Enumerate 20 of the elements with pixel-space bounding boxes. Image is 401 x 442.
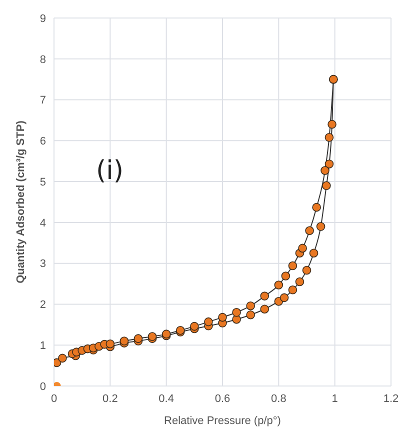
- x-tick-label: 0.8: [271, 392, 286, 405]
- annotation: (i): [96, 156, 124, 186]
- y-tick-label: 0: [40, 380, 46, 393]
- x-tick-label: 0.4: [158, 392, 174, 405]
- y-tick-label: 6: [40, 136, 46, 148]
- y-tick-label: 7: [40, 94, 46, 107]
- y-tick-label: 2: [40, 299, 46, 312]
- y-axis-title: Quantity Adsorbed (cm³/g STP): [14, 120, 27, 284]
- x-tick-label: 0.6: [214, 392, 230, 405]
- x-tick-label: 1.2: [383, 392, 399, 405]
- y-tick-label: 3: [40, 258, 46, 270]
- y-tick-label: 5: [40, 176, 46, 188]
- x-tick-label: 0.2: [102, 392, 118, 405]
- x-axis-title: Relative Pressure (p/p°): [164, 415, 281, 427]
- x-tick-label: 1: [332, 392, 338, 405]
- y-tick-label: 1: [40, 340, 46, 352]
- y-tick-label: 8: [40, 54, 46, 66]
- y-tick-label: 4: [40, 217, 46, 230]
- y-tick-label: 9: [40, 12, 46, 25]
- x-tick-label: 0: [50, 392, 58, 405]
